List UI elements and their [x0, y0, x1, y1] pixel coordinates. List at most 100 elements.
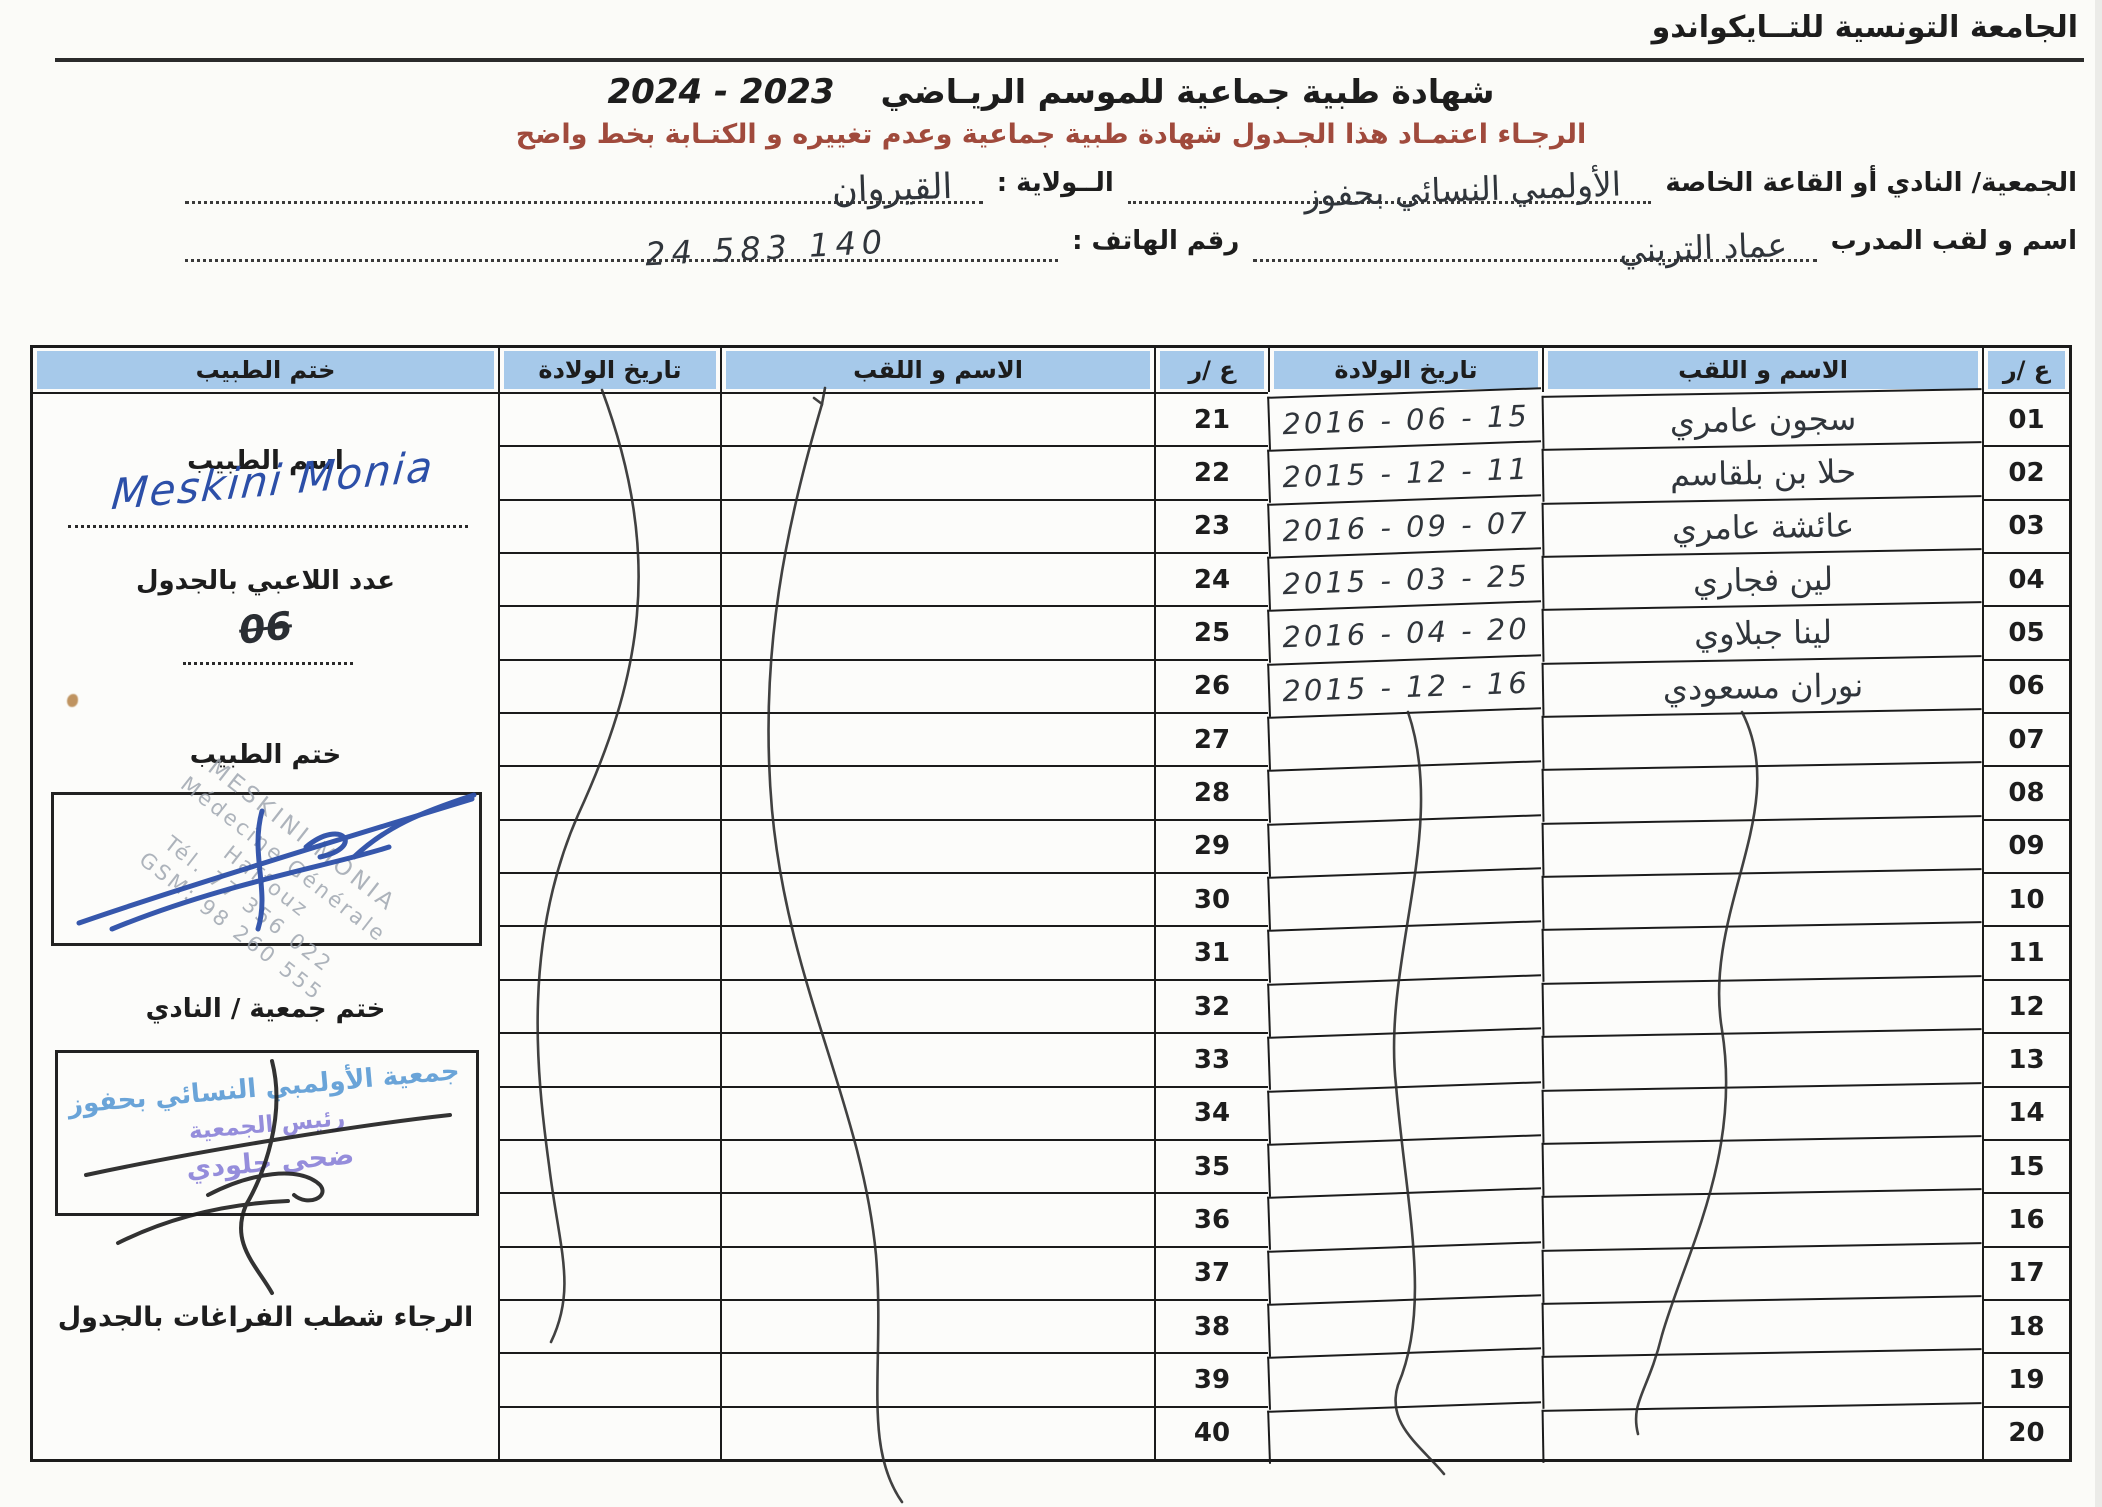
row-number-18: 18 [1982, 1298, 2069, 1353]
federation-title: الجامعة التونسية للتــايكواندو [1651, 10, 2078, 45]
row-number-03: 03 [1982, 498, 2069, 553]
state-dotted-line: القيروان [185, 149, 983, 211]
row-number-11: 11 [1982, 925, 2069, 979]
row-34-name-cell [720, 1085, 1154, 1139]
row-number-19: 19 [1982, 1352, 2069, 1406]
row-30-dob-cell [498, 872, 720, 926]
row-number-21: 21 [1154, 392, 1268, 446]
header-doctor-stamp: ختم الطبيب [33, 348, 498, 392]
row-03-name-cell: عائشة عامري [1541, 494, 1983, 556]
row-08-name-cell [1541, 761, 1983, 823]
row-39-dob-cell [498, 1352, 720, 1406]
row-24-dob-cell [498, 552, 720, 606]
row-40-name-cell [720, 1405, 1154, 1459]
row-number-40: 40 [1154, 1405, 1268, 1459]
header-num-left: ع /ر [1154, 348, 1268, 392]
row-number-09: 09 [1982, 818, 2069, 873]
row-number-27: 27 [1154, 712, 1268, 766]
form-line-coach: اسم و لقب المدرب عماد التريني رقم الهاتف… [185, 207, 2077, 273]
row-number-30: 30 [1154, 872, 1268, 926]
row-08-dob-cell [1267, 760, 1543, 824]
row-25-dob-cell [498, 605, 720, 659]
row-number-24: 24 [1154, 552, 1268, 606]
state-label: الــولاية : [996, 168, 1114, 198]
row-13-dob-cell [1267, 1027, 1543, 1091]
club-stamp-imprint: جمعية الأولمبي النسائي بحفوز رئيس الجمعي… [66, 1056, 461, 1185]
row-09-name-cell [1541, 814, 1983, 876]
row-25-name-cell [720, 605, 1154, 659]
row-10-name-cell [1541, 868, 1983, 930]
row-16-name-cell [1541, 1188, 1983, 1250]
row-number-20: 20 [1982, 1405, 2069, 1459]
row-29-name-cell [720, 818, 1154, 873]
header-name-right: الاسم و اللقب [1542, 348, 1982, 392]
row-17-dob-cell [1267, 1240, 1543, 1304]
row-09-dob-cell [1267, 814, 1543, 877]
doctor-name-dotted-line [68, 525, 468, 528]
row-number-22: 22 [1154, 445, 1268, 499]
club-dotted-line: الأولمبي النسائي بحفوز [1127, 149, 1652, 215]
row-33-dob-cell [498, 1032, 720, 1086]
players-count-dotted-line [183, 662, 353, 665]
row-31-name-cell [720, 925, 1154, 979]
row-06-name-cell: نوران مسعودي [1541, 654, 1983, 716]
row-21-name-cell [720, 392, 1154, 446]
row-22-name-cell [720, 445, 1154, 499]
row-13-name-cell [1541, 1028, 1983, 1090]
doctor-name-label: اسم الطبيب [187, 446, 344, 476]
row-17-name-cell [1541, 1241, 1983, 1303]
row-number-39: 39 [1154, 1352, 1268, 1406]
row-number-12: 12 [1982, 978, 2069, 1033]
row-number-36: 36 [1154, 1192, 1268, 1246]
row-number-31: 31 [1154, 925, 1268, 979]
row-39-name-cell [720, 1352, 1154, 1406]
row-02-dob-cell: 2015 - 12 - 11 [1267, 440, 1543, 504]
row-12-name-cell [1541, 975, 1983, 1037]
row-23-name-cell [720, 498, 1154, 553]
row-number-02: 02 [1982, 445, 2069, 499]
row-number-35: 35 [1154, 1138, 1268, 1193]
row-number-29: 29 [1154, 818, 1268, 873]
row-23-dob-cell [498, 498, 720, 553]
row-35-name-cell [720, 1138, 1154, 1193]
club-stamp-label: ختم جمعية / النادي [145, 994, 386, 1024]
row-14-dob-cell [1267, 1080, 1543, 1144]
row-05-name-cell: لينا جبلاوي [1541, 601, 1983, 663]
row-number-06: 06 [1982, 658, 2069, 713]
footer-note: الرجاء شطب الفراغات بالجدول [57, 1302, 474, 1333]
row-number-07: 07 [1982, 712, 2069, 766]
row-33-name-cell [720, 1032, 1154, 1086]
row-number-01: 01 [1982, 392, 2069, 446]
row-number-13: 13 [1982, 1032, 2069, 1086]
row-03-dob-cell: 2016 - 09 - 07 [1267, 493, 1543, 557]
row-40-dob-cell [498, 1405, 720, 1459]
row-number-17: 17 [1982, 1245, 2069, 1299]
row-24-name-cell [720, 552, 1154, 606]
row-31-dob-cell [498, 925, 720, 979]
row-number-10: 10 [1982, 872, 2069, 926]
row-29-dob-cell [498, 818, 720, 873]
row-05-dob-cell: 2016 - 04 - 20 [1267, 600, 1543, 664]
row-27-name-cell [720, 712, 1154, 766]
row-36-dob-cell [498, 1192, 720, 1246]
row-number-05: 05 [1982, 605, 2069, 659]
row-number-33: 33 [1154, 1032, 1268, 1086]
row-35-dob-cell [498, 1138, 720, 1193]
row-26-dob-cell [498, 658, 720, 713]
row-number-15: 15 [1982, 1138, 2069, 1193]
row-number-04: 04 [1982, 552, 2069, 606]
form-line-club: الجمعية/ النادي أو القاعة الخاصة الأولمب… [185, 149, 2077, 215]
row-36-name-cell [720, 1192, 1154, 1246]
side-panel: اسم الطبيب Meskini Monia عدد اللاعبي بال… [33, 392, 498, 1459]
row-38-dob-cell [498, 1298, 720, 1353]
row-04-name-cell: لين فجاري [1541, 548, 1983, 610]
header-dob-left: تاريخ الولادة [498, 348, 720, 392]
row-number-25: 25 [1154, 605, 1268, 659]
row-15-dob-cell [1267, 1134, 1543, 1197]
club-stamp-box: جمعية الأولمبي النسائي بحفوز رئيس الجمعي… [55, 1050, 479, 1295]
phone-dotted-line: 24 583 140 [185, 207, 1059, 273]
roster-table: ختم الطبيب تاريخ الولادة الاسم و اللقب ع… [30, 345, 2072, 1464]
document-title-text: شهادة طبية جماعية للموسم الريـاضي [880, 72, 1495, 111]
row-15-name-cell [1541, 1135, 1983, 1197]
phone-label: رقم الهاتف : [1072, 226, 1240, 256]
